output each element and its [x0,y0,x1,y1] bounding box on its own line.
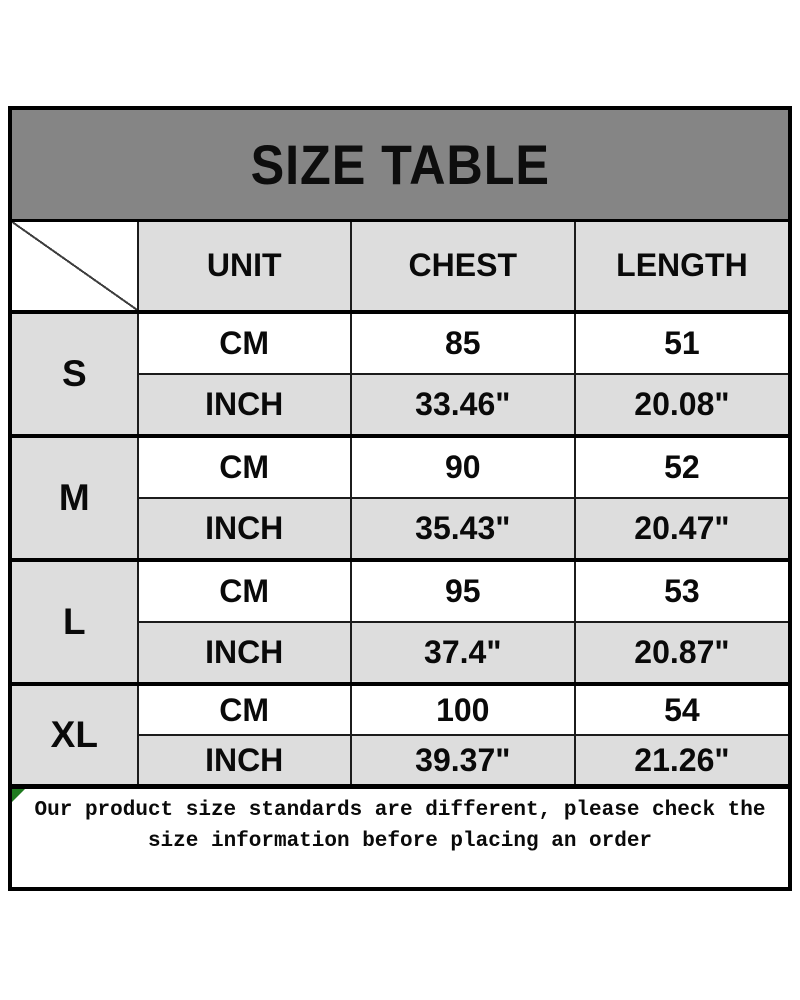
column-header-length: LENGTH [573,219,792,313]
unit-inch-cell: INCH [136,734,352,787]
size-label-s: S [9,310,139,437]
table-row: M CM 90 52 [9,434,792,561]
column-header-row: UNIT CHEST LENGTH [9,219,792,313]
table-row: INCH 37.4" 20.87" [10,621,792,685]
unit-cm-cell: CM [136,310,352,375]
column-header-unit: UNIT [136,219,352,313]
table-row: L CM 95 53 [9,558,792,685]
diagonal-cell [9,219,139,313]
table-row: XL CM 100 54 [9,682,792,787]
chest-cm-value: 100 [349,682,576,736]
chest-cm-value: 85 [349,310,576,375]
length-cm-value: 53 [573,558,792,623]
unit-cm-cell: CM [136,558,352,623]
length-cm-value: 54 [573,682,792,736]
length-inch-value: 20.47" [573,497,792,561]
table-row: INCH 35.43" 20.47" [10,497,792,561]
unit-inch-cell: INCH [136,373,352,437]
note-line-1: Our product size standards are different… [34,799,766,822]
title-row: SIZE TABLE [9,107,791,222]
table-title-cell: SIZE TABLE [9,107,791,222]
chest-inch-value: 33.46" [349,373,576,437]
unit-cm-cell: CM [136,682,352,736]
unit-cm-cell: CM [136,434,352,499]
length-inch-value: 20.08" [573,373,792,437]
note-corner-marker-icon [12,789,25,802]
table-row: INCH 39.37" 21.26" [10,734,792,787]
size-label-m: M [9,434,139,561]
page-title: SIZE TABLE [250,132,550,196]
size-label-xl: XL [9,682,139,787]
note-line-2: size information before placing an order [147,830,653,853]
chest-inch-value: 37.4" [349,621,576,685]
size-table: SIZE TABLE UNIT CHEST LENGTH S CM 85 51 … [8,106,792,788]
unit-inch-cell: INCH [136,621,352,685]
unit-inch-cell: INCH [136,497,352,561]
size-label-l: L [9,558,139,685]
chest-cm-value: 95 [349,558,576,623]
length-cm-value: 51 [573,310,792,375]
table-row: S CM 85 51 [9,310,792,437]
chest-cm-value: 90 [349,434,576,499]
diagonal-line-icon [12,222,136,310]
note-box: Our product size standards are different… [8,785,792,891]
column-header-chest: CHEST [349,219,576,313]
size-chart: SIZE TABLE UNIT CHEST LENGTH S CM 85 51 … [8,106,792,891]
length-inch-value: 21.26" [573,734,792,787]
chest-inch-value: 39.37" [349,734,576,787]
length-inch-value: 20.87" [573,621,792,685]
length-cm-value: 52 [573,434,792,499]
table-row: INCH 33.46" 20.08" [10,373,792,437]
chest-inch-value: 35.43" [349,497,576,561]
